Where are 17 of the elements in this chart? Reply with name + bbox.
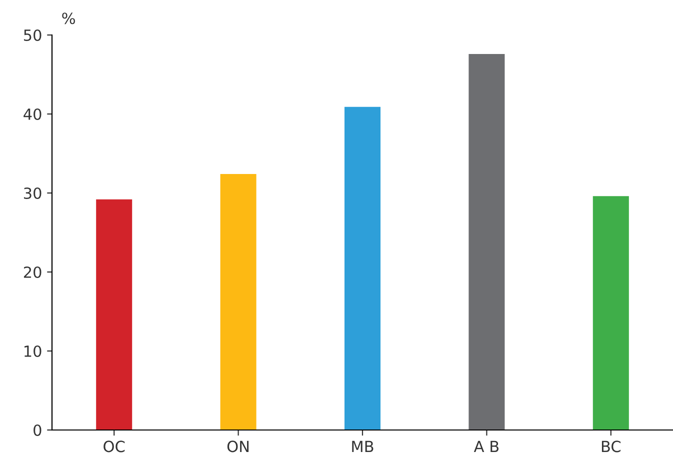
y-tick-label: 20 xyxy=(24,266,42,278)
bar xyxy=(220,174,256,430)
x-tick-label: MB xyxy=(352,440,374,452)
bar xyxy=(344,106,381,430)
x-tick-label: A B xyxy=(474,440,499,452)
y-tick-label: 40 xyxy=(24,108,42,120)
y-tick-label: 10 xyxy=(24,345,42,358)
y-tick-label: 50 xyxy=(24,29,42,42)
y-tick-label: 0 xyxy=(34,424,42,436)
bar xyxy=(468,54,505,430)
y-axis-title: % xyxy=(62,12,75,24)
bar xyxy=(96,199,132,430)
bar xyxy=(592,196,629,430)
x-tick-label: BC xyxy=(602,440,621,452)
y-tick-label: 30 xyxy=(24,187,42,200)
x-tick-label: OC xyxy=(104,440,125,452)
x-tick-label: ON xyxy=(227,440,249,452)
